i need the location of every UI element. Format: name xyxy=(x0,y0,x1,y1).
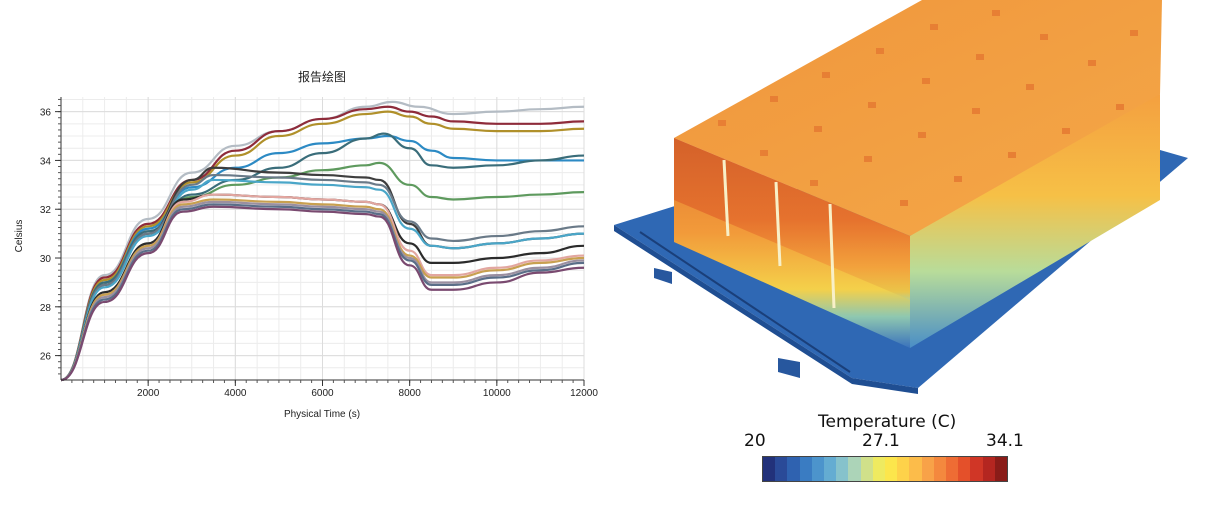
base-slot xyxy=(639,231,851,373)
series-line xyxy=(60,200,585,382)
module-gap xyxy=(774,181,782,267)
series-line xyxy=(60,105,585,382)
y-tick-label: 32 xyxy=(40,205,52,216)
colorbar-max-label: 34.1 xyxy=(986,431,1024,451)
battery-pack-illustration xyxy=(614,0,1188,394)
series-line xyxy=(60,134,584,382)
series-line xyxy=(60,132,585,382)
x-tick-label: 6000 xyxy=(311,388,334,399)
colorbar-min-label: 20 xyxy=(744,431,766,451)
series-line xyxy=(60,198,585,382)
series-line xyxy=(60,178,585,382)
colorbar-segment xyxy=(824,457,837,481)
top-cell-marks xyxy=(718,10,1138,206)
colorbar-segment xyxy=(836,457,849,481)
y-axis-label: Celsius xyxy=(14,220,25,253)
module-gap xyxy=(828,203,836,309)
series-line xyxy=(60,203,585,382)
y-tick-label: 28 xyxy=(40,303,52,314)
chart-panel: 报告绘图 2000 4000 6000 8000 10000 12000 26 28 30 32 3… xyxy=(0,0,610,519)
colorbar-segment xyxy=(982,457,995,481)
colorbar-segment xyxy=(799,457,812,481)
base-tab xyxy=(778,358,800,378)
series-line xyxy=(60,110,585,382)
line-chart: 报告绘图 2000 4000 6000 8000 10000 12000 26 28 30 32 3… xyxy=(14,69,598,420)
series-line xyxy=(60,205,585,382)
colorbar-mid-label: 27.1 xyxy=(862,431,900,451)
colorbar-segment xyxy=(946,457,959,481)
colorbar-segment xyxy=(958,457,971,481)
x-tick-label: 8000 xyxy=(399,388,422,399)
battery-pack-render xyxy=(600,0,1218,519)
y-tick-label: 34 xyxy=(40,156,52,167)
base-tab xyxy=(654,268,672,284)
x-tick-label: 4000 xyxy=(224,388,247,399)
colorbar-segment xyxy=(787,457,800,481)
x-tick-label: 10000 xyxy=(483,388,511,399)
colorbar-segment xyxy=(763,457,776,481)
colorbar-segment xyxy=(909,457,922,481)
axes: 2000 4000 6000 8000 10000 12000 26 28 30 32 34 36 xyxy=(40,97,598,399)
colorbar-segment xyxy=(921,457,934,481)
colorbar-segment xyxy=(872,457,886,481)
colorbar-segment xyxy=(775,457,788,481)
y-tick-label: 30 xyxy=(40,254,52,265)
x-tick-label: 12000 xyxy=(570,388,598,399)
chart-title: 报告绘图 xyxy=(298,69,346,84)
module-gap xyxy=(722,159,730,237)
colorbar-title: Temperature (C) xyxy=(818,412,957,432)
x-axis-label: Physical Time (s) xyxy=(284,409,360,420)
colorbar-segment xyxy=(897,457,910,481)
colorbar-segment xyxy=(885,457,898,481)
series-line xyxy=(60,173,585,382)
x-tick-label: 2000 xyxy=(137,388,160,399)
colorbar-segment xyxy=(994,457,1008,481)
colorbar-segment xyxy=(933,457,947,481)
colorbar-segment xyxy=(860,457,873,481)
colorbar-segment xyxy=(970,457,983,481)
pack-side-face xyxy=(910,94,1160,348)
y-tick-label: 36 xyxy=(40,108,52,119)
colorbar-segment xyxy=(811,457,825,481)
temperature-colorbar xyxy=(762,456,1008,482)
pack-front-face-shade xyxy=(674,138,910,300)
series-layer xyxy=(60,100,585,382)
y-tick-label: 26 xyxy=(40,352,52,363)
pack-top xyxy=(674,0,1162,236)
colorbar-segment xyxy=(848,457,861,481)
